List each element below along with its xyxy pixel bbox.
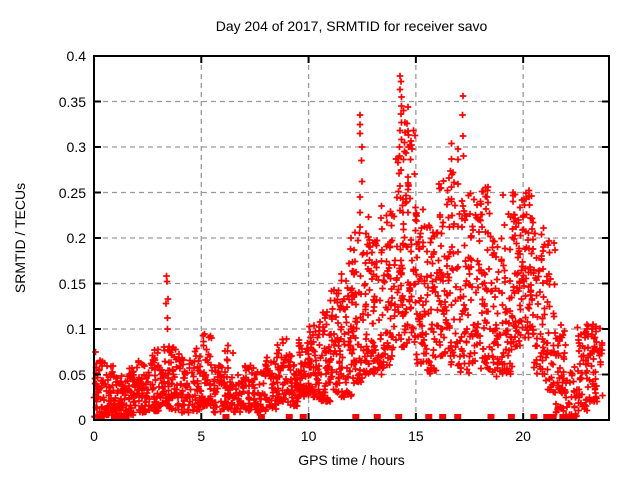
zero-flag-square — [439, 414, 447, 420]
zero-flag-square — [487, 414, 495, 420]
zero-flag-square — [373, 414, 381, 420]
x-tick-label: 10 — [300, 428, 317, 444]
y-tick-label: 0.1 — [66, 321, 86, 337]
x-tick-label: 5 — [197, 428, 206, 444]
zero-flag-square — [507, 414, 515, 420]
axis-tick-marks — [93, 55, 609, 421]
zero-flag-square — [549, 414, 557, 420]
chart-title: Day 204 of 2017, SRMTID for receiver sav… — [215, 18, 488, 34]
x-tick-label: 15 — [408, 428, 424, 444]
zero-flag-square — [299, 414, 307, 420]
zero-flag-square — [257, 414, 265, 420]
y-tick-label: 0.2 — [66, 230, 86, 246]
y-tick-label: 0 — [78, 412, 86, 428]
y-tick-label: 0.05 — [58, 366, 86, 383]
zero-flag-square — [570, 414, 578, 420]
zero-flag-square — [425, 414, 433, 420]
grid-lines — [94, 56, 609, 420]
x-tick-label: 0 — [90, 428, 98, 444]
zero-flag-square — [454, 414, 462, 420]
zero-flag-square — [352, 414, 360, 420]
y-tick-label: 0.3 — [66, 139, 86, 155]
x-axis-label: GPS time / hours — [298, 452, 405, 468]
x-tick-label: 20 — [515, 428, 531, 444]
zero-flag-square — [122, 414, 130, 420]
zero-flag-square — [222, 414, 230, 420]
zero-flag-square — [530, 414, 538, 420]
zero-flag-square — [96, 414, 104, 420]
zero-flag-square — [285, 414, 293, 420]
zero-flag-square — [395, 414, 403, 420]
scatter-points — [90, 72, 606, 421]
y-tick-label: 0.15 — [58, 275, 86, 292]
y-tick-label: 0.35 — [58, 93, 86, 110]
y-tick-label: 0.4 — [66, 48, 86, 64]
y-tick-label: 0.25 — [58, 184, 86, 201]
